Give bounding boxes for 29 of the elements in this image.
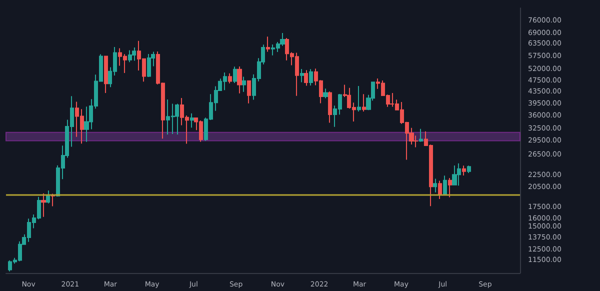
candlestick: [46, 190, 50, 204]
candlestick: [304, 70, 308, 86]
candlestick: [452, 164, 457, 186]
candlestick: [328, 90, 332, 124]
candlestick: [228, 72, 232, 84]
candlestick: [190, 112, 194, 128]
candlestick: [438, 180, 442, 200]
candlestick: [132, 47, 136, 62]
candlestick: [357, 86, 361, 112]
candlestick: [128, 50, 132, 63]
candlestick: [300, 68, 304, 83]
candlestick: [433, 178, 437, 193]
candlestick: [323, 88, 328, 99]
candlestick: [448, 177, 452, 198]
candlestick: [266, 36, 270, 52]
candlestick: [462, 165, 466, 176]
candlestick: [247, 80, 251, 104]
candlestick: [41, 192, 46, 218]
candlestick: [233, 66, 237, 84]
candlestick: [147, 54, 151, 78]
candlestick: [467, 165, 471, 174]
candlestick: [443, 175, 447, 196]
candlestick: [419, 128, 423, 142]
candlestick: [237, 66, 242, 94]
candlestick: [362, 94, 366, 112]
candlestick: [309, 68, 313, 86]
candlestick: [175, 103, 179, 135]
candlestick: [104, 56, 108, 94]
candlestick: [242, 76, 246, 92]
